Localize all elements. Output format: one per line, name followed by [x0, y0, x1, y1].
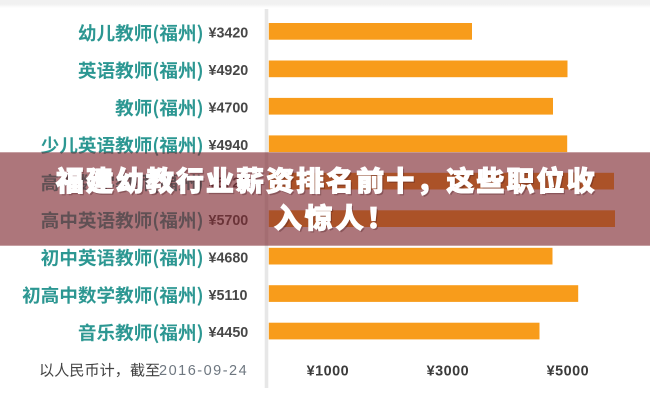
svg-text:¥4940: ¥4940	[209, 138, 249, 154]
svg-text:¥4680: ¥4680	[209, 250, 249, 266]
svg-text:2016-09-24: 2016-09-24	[159, 363, 248, 379]
svg-text:¥5110: ¥5110	[209, 288, 248, 304]
svg-text:¥5000: ¥5000	[547, 363, 590, 379]
svg-text:¥4920: ¥4920	[209, 63, 249, 79]
svg-text:¥1000: ¥1000	[307, 363, 350, 379]
svg-text:¥3000: ¥3000	[427, 363, 470, 379]
svg-text:¥4700: ¥4700	[209, 101, 249, 117]
svg-text:¥3420: ¥3420	[209, 26, 249, 42]
svg-text:¥4450: ¥4450	[209, 325, 249, 341]
